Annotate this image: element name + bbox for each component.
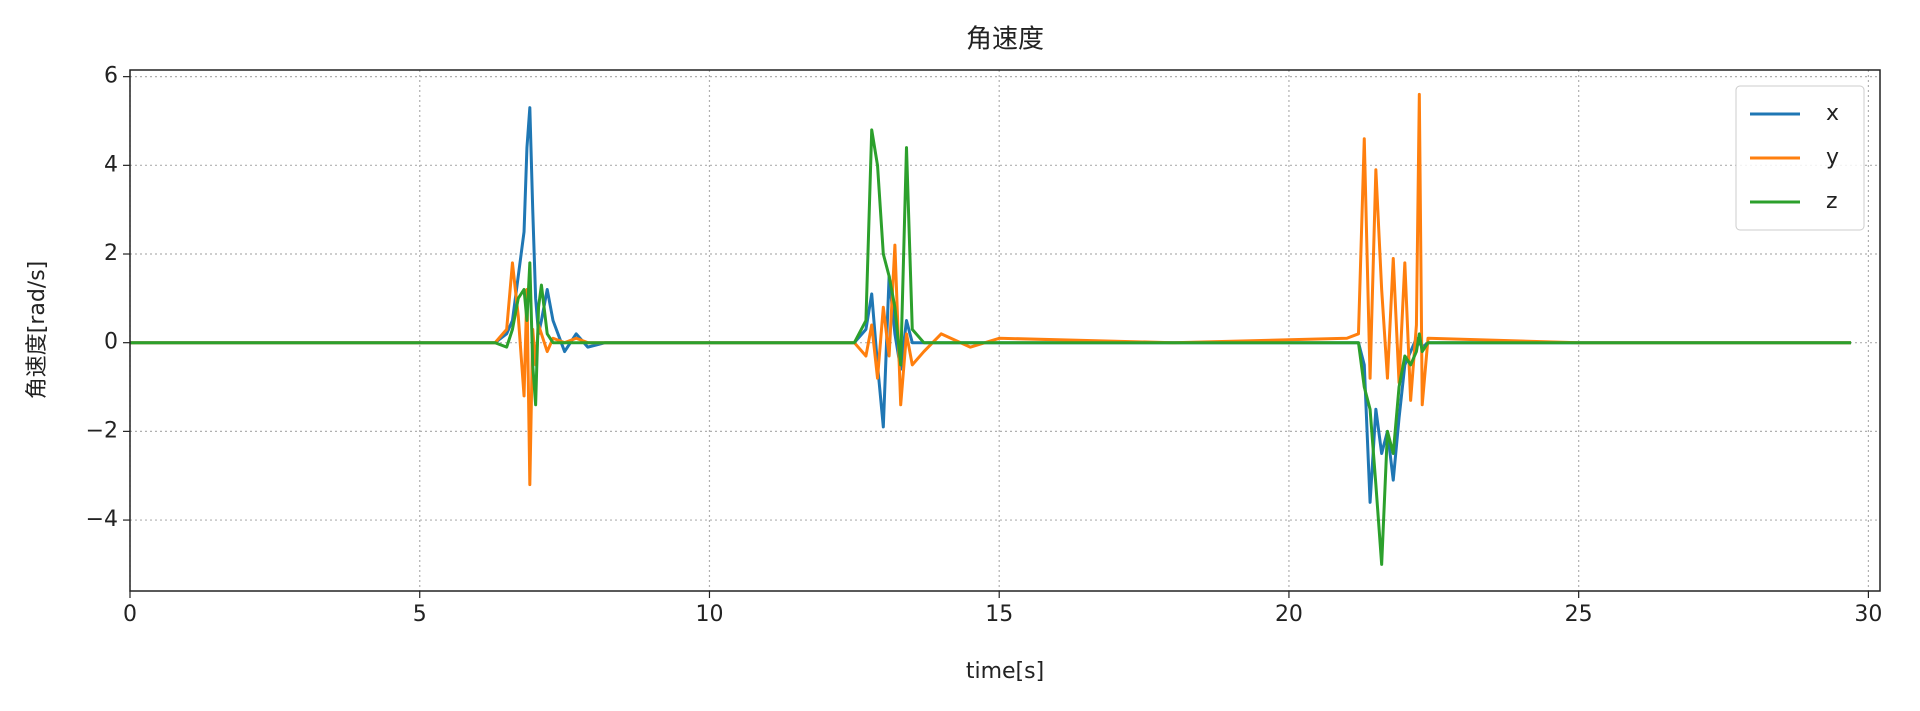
legend-label: x	[1826, 101, 1839, 126]
y-tick-label: 4	[104, 152, 118, 177]
x-tick-label: 15	[985, 602, 1013, 627]
x-tick-label: 0	[123, 602, 137, 627]
legend-label: y	[1826, 145, 1839, 170]
y-tick-label: −4	[86, 507, 118, 532]
y-tick-label: −2	[86, 418, 118, 443]
legend-label: z	[1826, 189, 1838, 214]
plot-frame	[129, 69, 1881, 592]
x-tick-label: 10	[695, 602, 723, 627]
x-axis-label: time[s]	[966, 659, 1044, 684]
x-tick-label: 30	[1854, 602, 1882, 627]
y-tick-label: 2	[104, 241, 118, 266]
x-tick-label: 5	[413, 602, 427, 627]
y-tick-label: 6	[104, 64, 118, 89]
data-line	[130, 92, 1852, 487]
x-tick-label: 25	[1565, 602, 1593, 627]
y-axis-label: 角速度[rad/s]	[25, 261, 50, 400]
data-line	[130, 106, 1852, 504]
data-line	[130, 128, 1852, 566]
x-tick-label: 20	[1275, 602, 1303, 627]
chart-title: 角速度	[966, 25, 1044, 55]
y-tick-label: 0	[104, 330, 118, 355]
